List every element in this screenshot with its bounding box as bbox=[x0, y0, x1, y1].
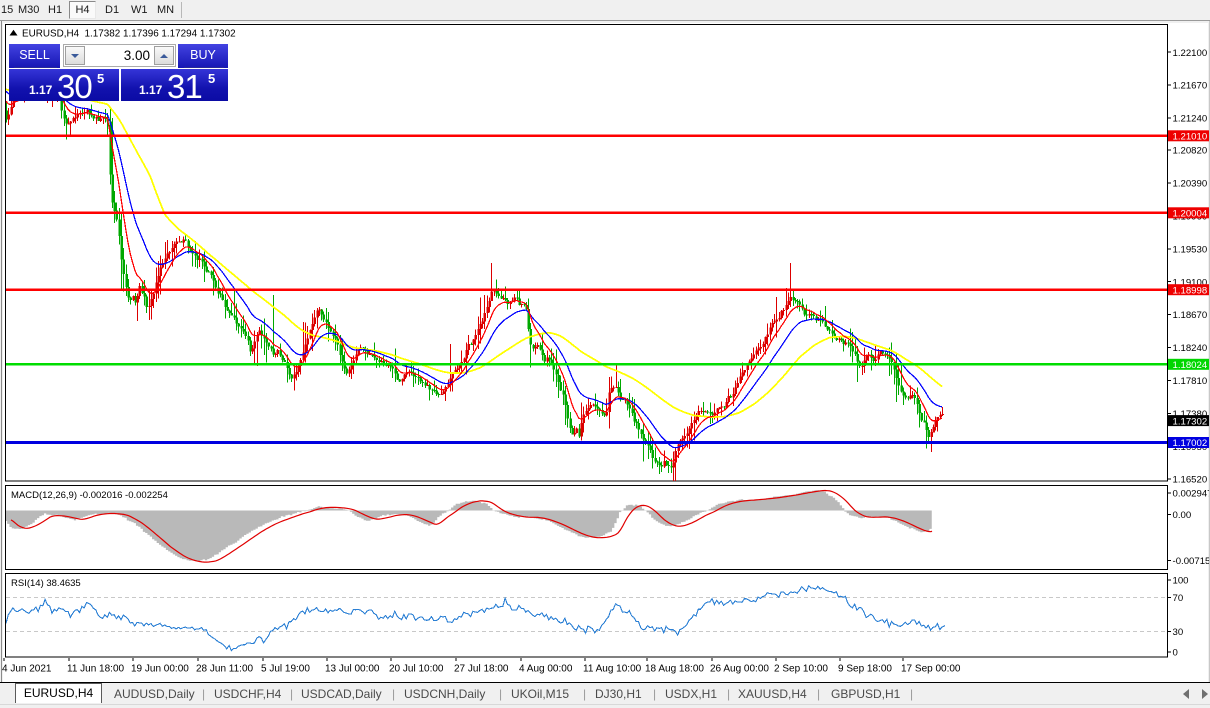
svg-text:26 Aug 00:00: 26 Aug 00:00 bbox=[710, 664, 769, 675]
svg-text:0.00: 0.00 bbox=[1173, 510, 1192, 521]
svg-text:EURUSD,H4 1.17382 1.17396 1.1: EURUSD,H4 1.17382 1.17396 1.17294 1.1730… bbox=[22, 28, 236, 39]
svg-text:1.19530: 1.19530 bbox=[1173, 244, 1208, 255]
svg-text:0.002947: 0.002947 bbox=[1173, 489, 1210, 500]
svg-text:1.18240: 1.18240 bbox=[1173, 343, 1208, 354]
svg-text:30: 30 bbox=[1173, 627, 1184, 638]
svg-text:1.17380: 1.17380 bbox=[1173, 409, 1208, 420]
svg-text:1.18670: 1.18670 bbox=[1173, 310, 1208, 321]
svg-text:1.21670: 1.21670 bbox=[1173, 81, 1208, 92]
svg-text:100: 100 bbox=[1173, 576, 1189, 587]
svg-text:1.18998: 1.18998 bbox=[1173, 285, 1208, 296]
svg-text:70: 70 bbox=[1173, 593, 1184, 604]
svg-text:-0.007151: -0.007151 bbox=[1173, 556, 1210, 567]
svg-text:1.21010: 1.21010 bbox=[1173, 132, 1208, 143]
svg-text:1.17810: 1.17810 bbox=[1173, 376, 1208, 387]
svg-text:1.17302: 1.17302 bbox=[1173, 416, 1208, 427]
svg-text:20 Jul 10:00: 20 Jul 10:00 bbox=[389, 664, 444, 675]
svg-text:2 Sep 10:00: 2 Sep 10:00 bbox=[774, 664, 828, 675]
svg-text:11 Aug 10:00: 11 Aug 10:00 bbox=[583, 664, 642, 675]
svg-text:4 Jun 2021: 4 Jun 2021 bbox=[2, 664, 52, 675]
svg-text:9 Sep 18:00: 9 Sep 18:00 bbox=[838, 664, 892, 675]
svg-text:1.18024: 1.18024 bbox=[1173, 360, 1208, 371]
svg-text:1.20390: 1.20390 bbox=[1173, 179, 1208, 190]
svg-text:1.22100: 1.22100 bbox=[1173, 48, 1208, 59]
svg-text:18 Aug 18:00: 18 Aug 18:00 bbox=[645, 664, 704, 675]
svg-text:19 Jun 00:00: 19 Jun 00:00 bbox=[131, 664, 189, 675]
svg-text:28 Jun 11:00: 28 Jun 11:00 bbox=[196, 664, 254, 675]
svg-text:4 Aug 00:00: 4 Aug 00:00 bbox=[519, 664, 573, 675]
svg-text:MACD(12,26,9) -0.002016 -0.002: MACD(12,26,9) -0.002016 -0.002254 bbox=[11, 490, 168, 501]
svg-text:1.21240: 1.21240 bbox=[1173, 114, 1208, 125]
svg-text:5 Jul 19:00: 5 Jul 19:00 bbox=[261, 664, 310, 675]
svg-text:1.20004: 1.20004 bbox=[1173, 209, 1208, 220]
svg-text:0: 0 bbox=[1173, 648, 1178, 659]
svg-text:27 Jul 18:00: 27 Jul 18:00 bbox=[454, 664, 509, 675]
svg-text:13 Jul 00:00: 13 Jul 00:00 bbox=[325, 664, 380, 675]
svg-text:17 Sep 00:00: 17 Sep 00:00 bbox=[901, 664, 961, 675]
svg-text:1.20820: 1.20820 bbox=[1173, 146, 1208, 157]
svg-text:1.17002: 1.17002 bbox=[1173, 438, 1208, 449]
svg-text:11 Jun 18:00: 11 Jun 18:00 bbox=[67, 664, 125, 675]
svg-text:1.16520: 1.16520 bbox=[1173, 475, 1208, 486]
svg-text:1.19100: 1.19100 bbox=[1173, 277, 1208, 288]
svg-text:RSI(14) 38.4635: RSI(14) 38.4635 bbox=[11, 578, 81, 589]
